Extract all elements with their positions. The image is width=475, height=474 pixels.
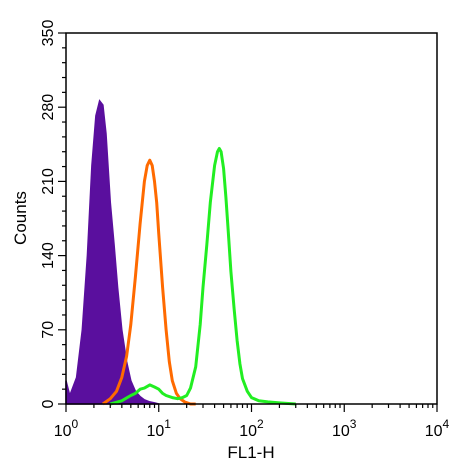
y-axis-title: Counts bbox=[11, 191, 30, 245]
y-tick-label-0: 0 bbox=[40, 399, 57, 408]
y-tick-label-2: 140 bbox=[40, 242, 57, 269]
series-0-area bbox=[65, 99, 159, 405]
x-tick-label-3: 103 bbox=[332, 417, 357, 440]
series-layer bbox=[65, 99, 296, 406]
x-tick-label-0: 100 bbox=[54, 417, 79, 440]
x-axis-title: FL1-H bbox=[227, 443, 274, 462]
x-tick-label-2: 102 bbox=[239, 417, 264, 440]
x-tick-label-1: 101 bbox=[147, 417, 172, 440]
ticks-layer bbox=[58, 32, 438, 412]
x-tick-label-4: 104 bbox=[425, 417, 450, 440]
labels-layer: 100 101 102 103 104 0 70 140 210 280 350 bbox=[40, 20, 450, 440]
y-tick-label-4: 280 bbox=[40, 94, 57, 121]
y-tick-label-1: 70 bbox=[40, 321, 57, 339]
series-2-line bbox=[109, 147, 296, 406]
y-tick-label-3: 210 bbox=[40, 168, 57, 195]
series-1-line bbox=[102, 158, 196, 406]
y-tick-label-5: 350 bbox=[40, 20, 57, 47]
